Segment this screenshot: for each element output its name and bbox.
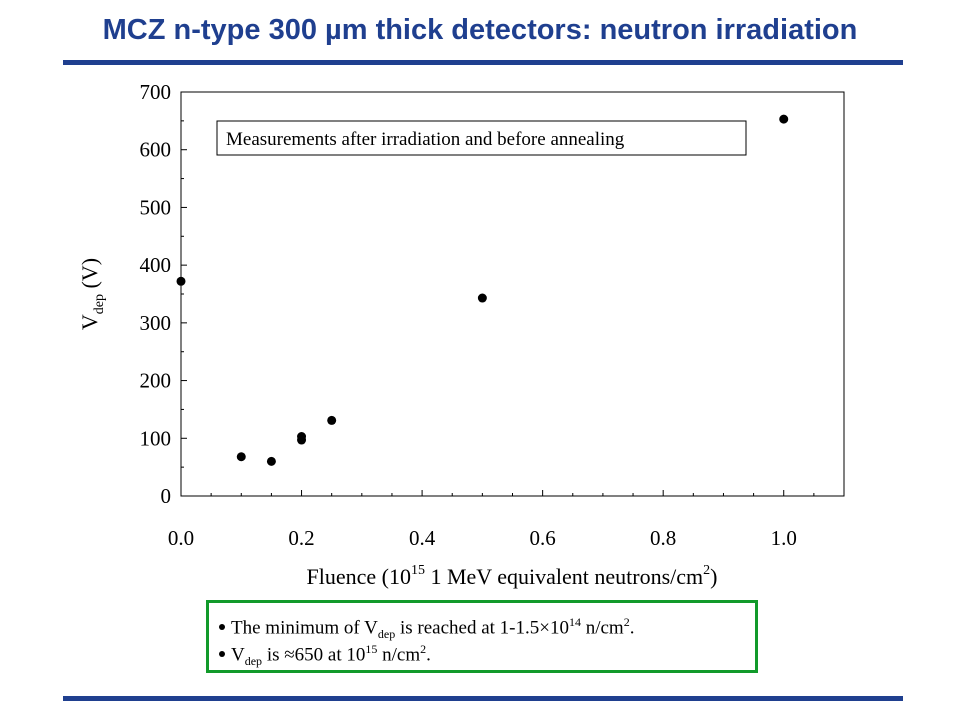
y-tick-label: 600 — [140, 138, 172, 162]
y-axis-label: Vdep (V) — [77, 258, 107, 330]
y-tick-label: 300 — [140, 311, 172, 335]
annotation-text: Measurements after irradiation and befor… — [226, 129, 625, 150]
x-tick-label: 0.8 — [650, 526, 676, 550]
annotation-box — [216, 120, 747, 156]
data-point — [477, 293, 487, 303]
data-point — [297, 435, 307, 445]
x-tick-label: 0.6 — [530, 526, 556, 550]
bullet-icon — [219, 650, 225, 657]
x-tick-label: 0.0 — [168, 526, 194, 550]
data-points — [176, 114, 789, 466]
data-point — [236, 452, 246, 462]
data-point — [327, 415, 337, 425]
bullet-icon — [219, 623, 225, 630]
y-tick-label: 700 — [140, 80, 172, 104]
y-tick-label: 500 — [140, 195, 172, 219]
data-point — [266, 456, 276, 466]
bottom-divider — [63, 696, 903, 701]
axis-ticks — [180, 91, 845, 497]
y-tick-label: 100 — [140, 426, 172, 450]
x-tick-label: 1.0 — [771, 526, 797, 550]
note-minimum: The minimum of Vdep is reached at 1-1.5×… — [219, 609, 745, 641]
note-high-fluence: Vdep is ≈650 at 1015 n/cm2. — [219, 636, 745, 668]
y-tick-label: 200 — [140, 369, 172, 393]
y-tick-label: 400 — [140, 253, 172, 277]
x-tick-label: 0.4 — [409, 526, 436, 550]
scatter-chart: 0 100 200 300 400 500 600 700 0.0 0.2 0.4 0.6 0.8 1.… — [77, 80, 845, 589]
y-tick-label: 0 — [161, 484, 172, 508]
data-point — [779, 114, 789, 124]
data-point — [176, 276, 186, 286]
x-axis-label: Fluence (1015 1 MeV equivalent neutrons/… — [307, 563, 718, 589]
y-tick-labels: 0 100 200 300 400 500 600 700 — [140, 80, 172, 508]
x-tick-label: 0.2 — [288, 526, 314, 550]
notes-box: The minimum of Vdep is reached at 1-1.5×… — [206, 600, 758, 673]
top-divider — [63, 60, 903, 65]
x-tick-labels: 0.0 0.2 0.4 0.6 0.8 1.0 — [168, 526, 797, 550]
page-title: MCZ n-type 300 µm thick detectors: neutr… — [102, 14, 858, 46]
